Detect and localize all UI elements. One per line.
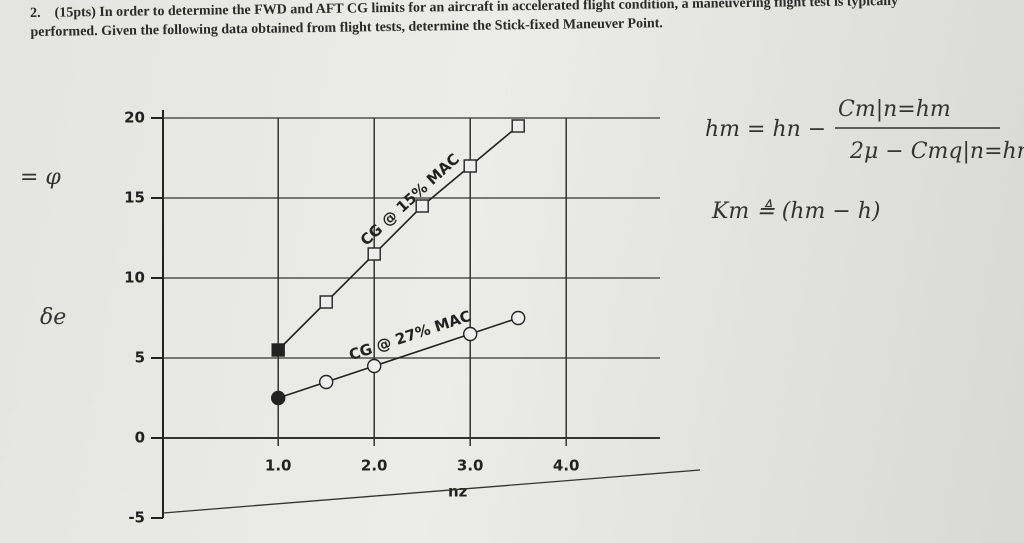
square-marker <box>319 295 333 309</box>
y-tick-label: 5 <box>135 349 145 367</box>
handwritten-note: Cm|n=hm <box>838 97 951 122</box>
y-tick-label: 0 <box>135 429 145 447</box>
circle-marker <box>511 310 526 326</box>
handwritten-note: = φ <box>20 165 61 190</box>
x-tick-label: 1.0 <box>265 457 292 475</box>
y-tick-label: 15 <box>124 189 145 207</box>
data-line <box>277 125 519 351</box>
circle-marker <box>367 358 382 374</box>
x-tick-label: 3.0 <box>457 457 484 475</box>
y-tick-label: -5 <box>128 509 145 527</box>
series-label: CG @ 15% MAC <box>357 150 463 249</box>
series-label: CG @ 27% MAC <box>347 307 474 364</box>
y-tick-label: 10 <box>124 269 145 287</box>
circle-marker <box>319 374 334 390</box>
x-axis-label: nz <box>448 483 468 501</box>
square-marker <box>271 343 285 357</box>
x-axis-line <box>162 469 701 514</box>
circle-marker <box>271 390 286 406</box>
square-marker <box>367 247 381 261</box>
x-tick-label: 2.0 <box>361 457 388 475</box>
handwritten-note: Km ≜ (hm − h) <box>711 199 881 224</box>
square-marker <box>415 199 429 213</box>
circle-marker <box>463 326 478 342</box>
handwritten-note: hm = hn − <box>705 117 826 142</box>
square-marker <box>463 159 477 173</box>
square-marker <box>511 119 525 133</box>
y-tick-label: 20 <box>124 109 145 127</box>
handwritten-note: 2μ − Cmq|n=hn <box>849 139 1024 164</box>
y-axis-label: δe <box>40 305 66 330</box>
x-tick-label: 4.0 <box>553 457 580 475</box>
